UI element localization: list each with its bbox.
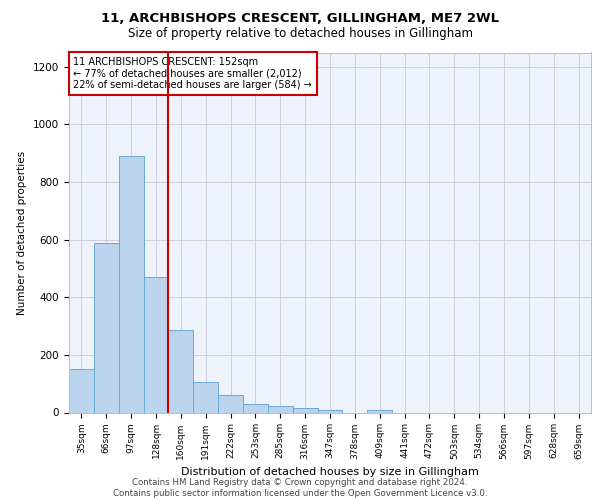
X-axis label: Distribution of detached houses by size in Gillingham: Distribution of detached houses by size … <box>181 467 479 477</box>
Text: Size of property relative to detached houses in Gillingham: Size of property relative to detached ho… <box>128 28 473 40</box>
Bar <box>169 330 193 412</box>
Text: 11 ARCHBISHOPS CRESCENT: 152sqm
← 77% of detached houses are smaller (2,012)
22%: 11 ARCHBISHOPS CRESCENT: 152sqm ← 77% of… <box>73 57 312 90</box>
Bar <box>293 408 317 412</box>
Bar <box>94 242 119 412</box>
Bar <box>69 370 94 412</box>
Text: 11, ARCHBISHOPS CRESCENT, GILLINGHAM, ME7 2WL: 11, ARCHBISHOPS CRESCENT, GILLINGHAM, ME… <box>101 12 499 26</box>
Bar <box>143 277 169 412</box>
Text: Contains HM Land Registry data © Crown copyright and database right 2024.
Contai: Contains HM Land Registry data © Crown c… <box>113 478 487 498</box>
Bar <box>218 394 243 412</box>
Bar <box>243 404 268 412</box>
Bar <box>119 156 143 412</box>
Bar <box>317 410 343 412</box>
Bar <box>367 410 392 412</box>
Y-axis label: Number of detached properties: Number of detached properties <box>17 150 28 314</box>
Bar <box>268 406 293 412</box>
Bar <box>193 382 218 412</box>
